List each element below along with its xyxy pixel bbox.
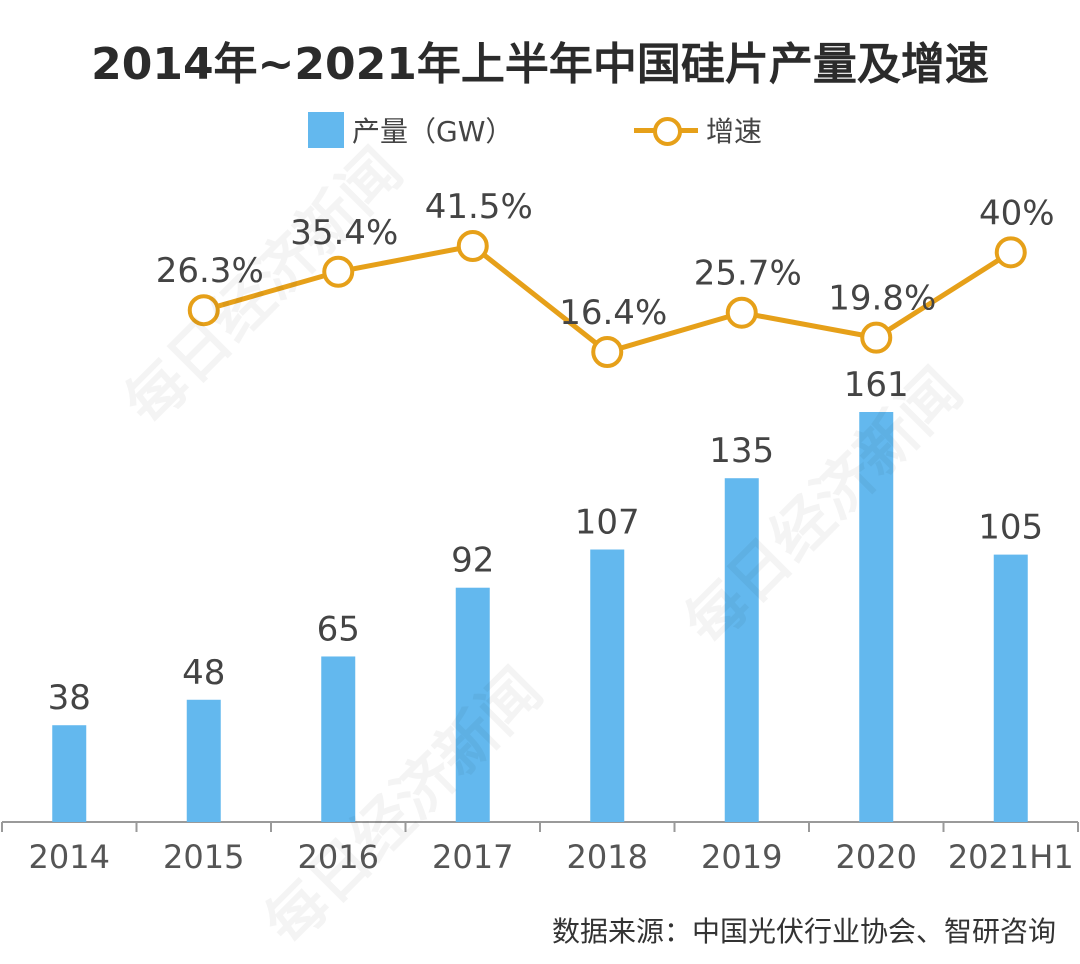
- bar-data-label: 107: [575, 503, 640, 543]
- legend-item-production: 产量（GW）: [308, 108, 513, 152]
- bar-data-label: 161: [844, 365, 909, 405]
- x-tick-label: 2020: [836, 838, 917, 876]
- growth-data-label: 19.8%: [828, 279, 936, 319]
- bar: [321, 656, 356, 822]
- bar-data-label: 65: [317, 609, 360, 649]
- legend-bar-swatch: [308, 112, 344, 148]
- growth-data-label: 25.7%: [694, 254, 802, 294]
- growth-point: [994, 236, 1027, 269]
- bar-data-label: 105: [978, 508, 1043, 548]
- growth-point: [591, 336, 624, 368]
- bar: [590, 549, 625, 822]
- bar-data-label: 135: [709, 431, 774, 471]
- chart-plot: 38 2014 48 2015 65 2016 92 2017 107 2018 135 2019 16…: [1, 187, 1079, 876]
- legend-label-growth: 增速: [706, 115, 763, 148]
- legend-line-swatch: [634, 112, 698, 148]
- source-note: 数据来源：中国光伏行业协会、智研咨询: [551, 915, 1056, 948]
- x-tick-label: 2021H1: [948, 838, 1074, 876]
- legend-label-production: 产量（GW）: [352, 115, 514, 148]
- x-tick-label: 2014: [29, 838, 110, 876]
- x-tick-label: 2016: [298, 838, 379, 876]
- growth-point: [187, 294, 220, 327]
- growth-data-label: 16.4%: [559, 293, 667, 333]
- bar-data-label: 92: [451, 541, 494, 581]
- growth-point: [725, 296, 758, 329]
- growth-data-label: 41.5%: [425, 187, 533, 227]
- bar: [455, 587, 490, 822]
- growth-point: [456, 230, 489, 262]
- x-tick-label: 2019: [701, 838, 782, 876]
- growth-data-label: 40%: [979, 193, 1055, 233]
- bar: [52, 725, 87, 822]
- bar-data-label: 38: [48, 678, 91, 718]
- bar: [993, 554, 1028, 822]
- bar-data-label: 48: [182, 653, 225, 693]
- growth-data-label: 35.4%: [290, 213, 398, 253]
- x-tick-label: 2015: [163, 838, 244, 876]
- bar: [859, 412, 894, 822]
- bar: [724, 478, 759, 822]
- growth-point: [860, 321, 893, 354]
- x-tick-label: 2018: [567, 838, 648, 876]
- growth-point: [322, 255, 355, 288]
- legend-item-growth: 增速: [634, 108, 762, 152]
- growth-data-label: 26.3%: [156, 251, 264, 291]
- chart-legend: 产量（GW） 增速: [0, 108, 1080, 152]
- chart-title: 2014年~2021年上半年中国硅片产量及增速: [91, 39, 989, 90]
- x-tick-label: 2017: [432, 838, 513, 876]
- bar: [186, 699, 221, 822]
